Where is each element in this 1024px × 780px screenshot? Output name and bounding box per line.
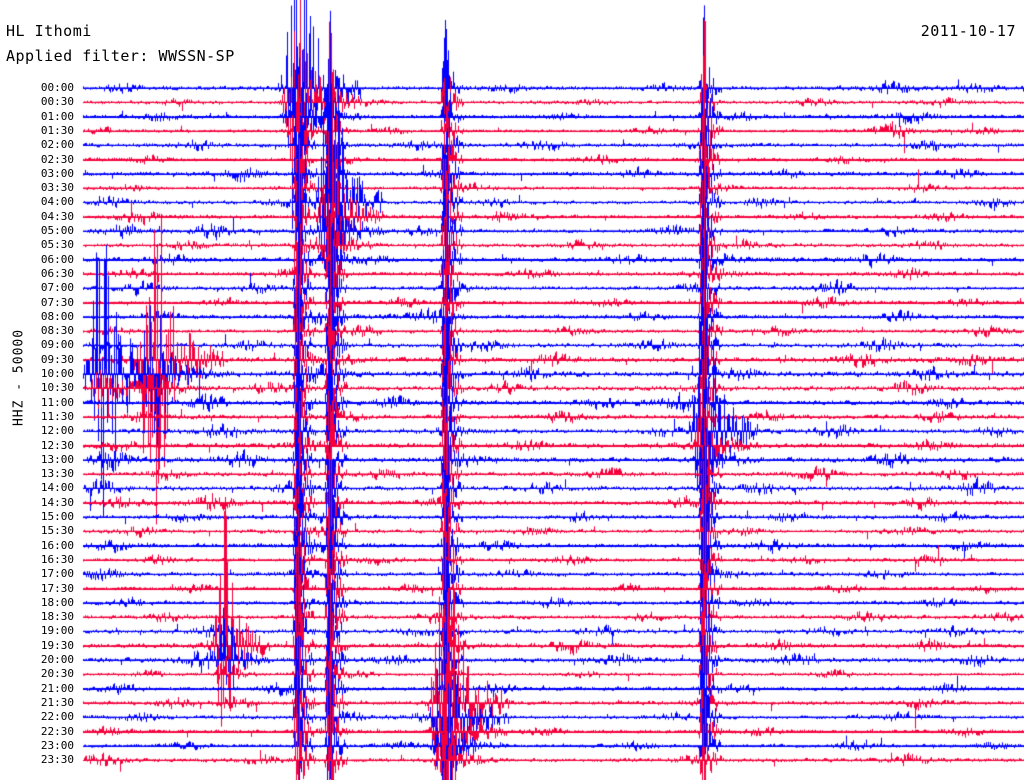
- time-tick-label: 11:00: [40, 395, 74, 409]
- time-tick-label: 23:00: [40, 738, 74, 752]
- time-tick-label: 05:30: [40, 238, 74, 252]
- time-tick-label: 12:00: [40, 424, 74, 438]
- time-tick-label: 09:00: [40, 338, 74, 352]
- time-tick-label: 01:30: [40, 123, 74, 137]
- time-tick-label: 16:00: [40, 538, 74, 552]
- time-tick-label: 21:30: [40, 695, 74, 709]
- y-axis-channel-label: HHZ - 50000: [11, 328, 27, 427]
- time-tick-label: 22:00: [40, 710, 74, 724]
- time-tick-label: 02:30: [40, 152, 74, 166]
- time-tick-label: 17:00: [40, 567, 74, 581]
- time-tick-label: 06:00: [40, 252, 74, 266]
- time-tick-label: 08:00: [40, 309, 74, 323]
- time-tick-label: 14:30: [40, 495, 74, 509]
- time-tick-label: 03:30: [40, 181, 74, 195]
- time-tick-label: 10:30: [40, 381, 74, 395]
- time-tick-label: 07:00: [40, 281, 74, 295]
- time-tick-label: 04:00: [40, 195, 74, 209]
- time-tick-label: 18:00: [40, 595, 74, 609]
- time-tick-label: 13:00: [40, 452, 74, 466]
- time-tick-label: 00:30: [40, 95, 74, 109]
- time-tick-label: 05:00: [40, 224, 74, 237]
- time-tick-label: 09:30: [40, 352, 74, 366]
- time-tick-label: 14:00: [40, 481, 74, 495]
- time-tick-label: 19:30: [40, 638, 74, 652]
- time-tick-label: 06:30: [40, 266, 74, 280]
- time-tick-label: 17:30: [40, 581, 74, 595]
- time-tick-label: 16:30: [40, 552, 74, 566]
- time-tick-label: 20:00: [40, 653, 74, 666]
- time-tick-label: 02:00: [40, 138, 74, 152]
- time-tick-label: 04:30: [40, 209, 74, 223]
- time-tick-label: 00:00: [40, 81, 74, 94]
- time-tick-label: 15:30: [40, 524, 74, 538]
- date-label: 2011-10-17: [920, 22, 1016, 40]
- time-tick-label: 11:30: [40, 409, 74, 423]
- time-tick-label: 19:00: [40, 624, 74, 638]
- time-tick-label: 10:00: [40, 367, 74, 380]
- time-tick-label: 01:00: [40, 109, 74, 123]
- time-tick-label: 12:30: [40, 438, 74, 452]
- time-tick-label: 15:00: [40, 510, 74, 523]
- time-tick-label: 23:30: [40, 753, 74, 767]
- time-tick-label: 08:30: [40, 324, 74, 338]
- station-name-label: HL Ithomi: [6, 22, 92, 40]
- time-tick-label: 21:00: [40, 681, 74, 695]
- time-tick-label: 22:30: [40, 724, 74, 738]
- time-tick-label: 07:30: [40, 295, 74, 309]
- applied-filter-label: Applied filter: WWSSN-SP: [6, 47, 235, 65]
- time-tick-label: 13:30: [40, 467, 74, 481]
- time-tick-label: 20:30: [40, 667, 74, 681]
- time-tick-label: 18:30: [40, 610, 74, 624]
- time-tick-label: 03:00: [40, 166, 74, 180]
- time-axis: 00:00 00:30 01:00 01:30 02:00 02:30 03:00 03:30…: [0, 0, 80, 780]
